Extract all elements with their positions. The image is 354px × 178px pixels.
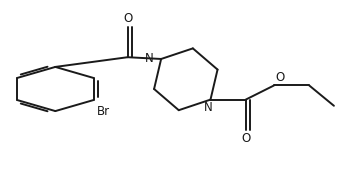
Text: N: N <box>204 101 213 114</box>
Text: N: N <box>145 52 153 65</box>
Text: Br: Br <box>97 105 110 118</box>
Text: O: O <box>241 132 250 145</box>
Text: O: O <box>276 71 285 84</box>
Text: O: O <box>123 12 132 25</box>
